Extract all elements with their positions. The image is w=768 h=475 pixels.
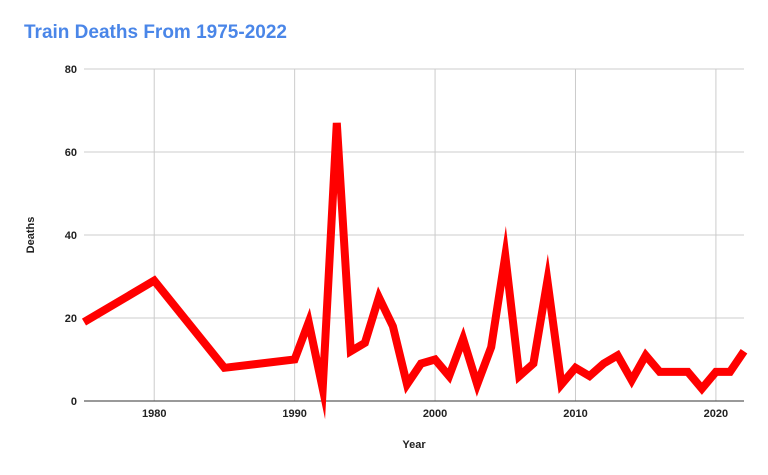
y-tick-label: 20: [65, 313, 77, 325]
series-group: [81, 122, 748, 420]
y-tick-label: 60: [65, 147, 77, 159]
grid-lines: [84, 68, 744, 401]
x-tick-labels: 1980 1990 2000 2010 2020: [142, 408, 728, 420]
y-axis-title: Deaths: [25, 217, 37, 254]
y-tick-label: 40: [65, 230, 77, 242]
x-tick-label: 2000: [423, 408, 447, 420]
x-tick-label: 2020: [704, 408, 728, 420]
y-tick-label: 0: [71, 396, 77, 408]
chart-title: Train Deaths From 1975-2022: [24, 22, 287, 43]
x-tick-label: 2010: [563, 408, 587, 420]
y-tick-label: 80: [65, 64, 77, 76]
x-axis-title: Year: [402, 439, 426, 451]
series-line: [81, 122, 748, 420]
x-tick-label: 1980: [142, 408, 166, 420]
x-tick-label: 1990: [282, 408, 306, 420]
y-tick-labels: 0 20 40 60 80: [65, 64, 77, 408]
